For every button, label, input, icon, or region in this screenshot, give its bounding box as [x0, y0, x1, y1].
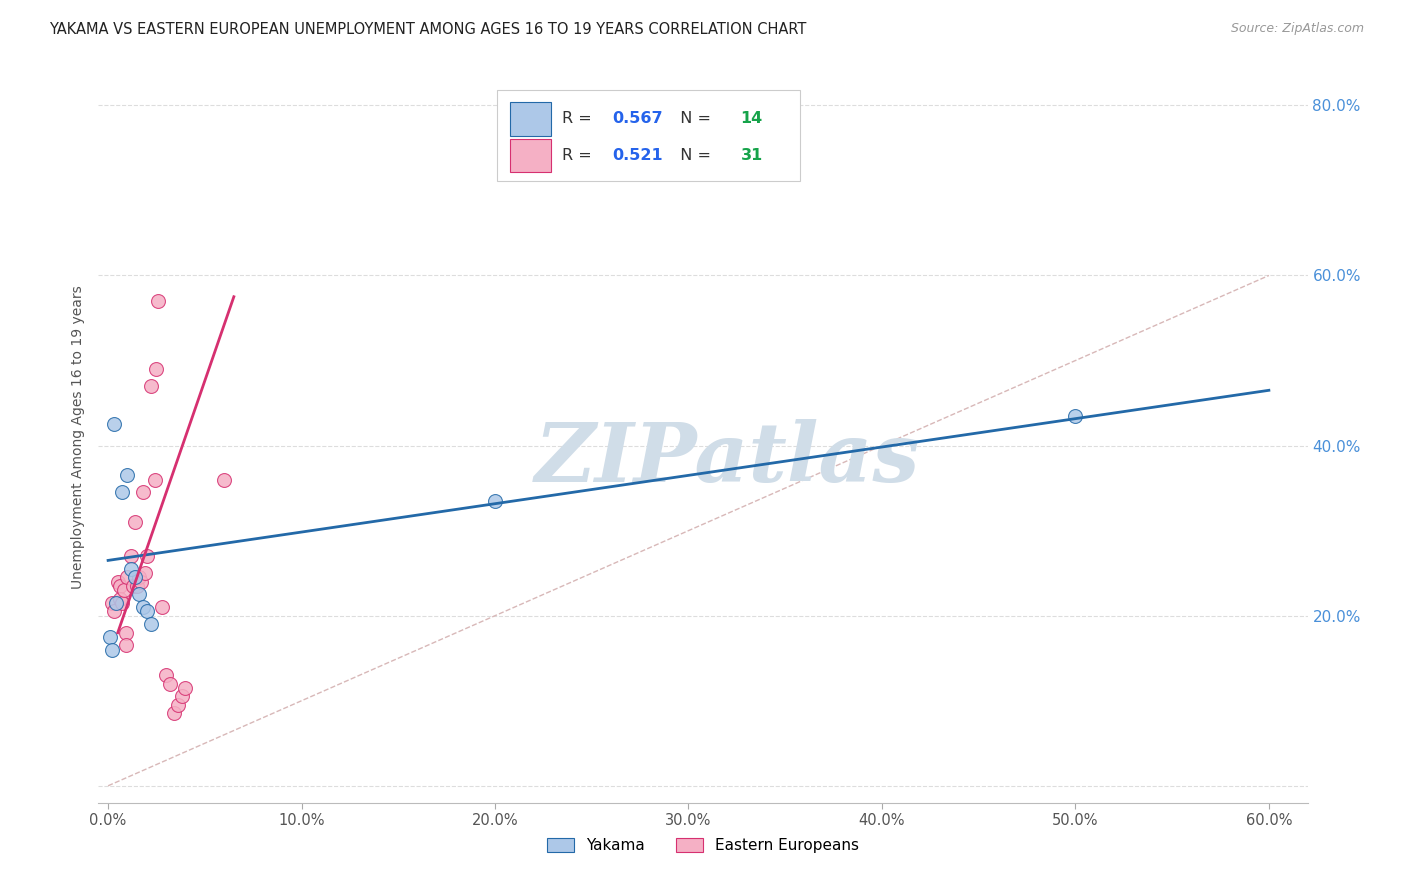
Point: [103, 604, 125, 618]
Point: [101, 642, 124, 657]
Text: 14: 14: [741, 112, 762, 127]
Point: [108, 579, 131, 593]
Point: [127, 579, 149, 593]
Point: [155, 668, 177, 682]
Text: R =: R =: [561, 148, 596, 163]
Point: [117, 468, 139, 483]
Point: [114, 639, 136, 653]
Point: [135, 604, 157, 618]
Point: [122, 579, 145, 593]
Point: [134, 566, 156, 581]
Point: [104, 596, 127, 610]
Point: [129, 574, 152, 589]
Point: [108, 591, 131, 606]
Text: ZIPatlas: ZIPatlas: [534, 419, 920, 499]
Point: [111, 485, 134, 500]
Point: [143, 473, 166, 487]
Point: [159, 677, 181, 691]
Point: [139, 379, 162, 393]
Point: [484, 494, 506, 508]
Point: [124, 570, 146, 584]
Point: [166, 698, 188, 712]
Text: N =: N =: [671, 148, 717, 163]
Point: [128, 587, 150, 601]
Point: [174, 681, 197, 695]
Text: N =: N =: [671, 112, 717, 127]
Point: [148, 293, 170, 308]
FancyBboxPatch shape: [509, 138, 551, 172]
Text: YAKAMA VS EASTERN EUROPEAN UNEMPLOYMENT AMONG AGES 16 TO 19 YEARS CORRELATION CH: YAKAMA VS EASTERN EUROPEAN UNEMPLOYMENT …: [49, 22, 807, 37]
FancyBboxPatch shape: [509, 102, 551, 136]
Point: [139, 617, 162, 632]
Legend: Yakama, Eastern Europeans: Yakama, Eastern Europeans: [538, 830, 868, 861]
Point: [117, 570, 139, 584]
Point: [124, 515, 146, 529]
FancyBboxPatch shape: [498, 90, 800, 181]
Point: [135, 549, 157, 563]
Point: [114, 625, 136, 640]
Point: [112, 583, 135, 598]
Point: [150, 600, 173, 615]
Text: Source: ZipAtlas.com: Source: ZipAtlas.com: [1230, 22, 1364, 36]
Text: 0.521: 0.521: [613, 148, 664, 163]
Point: [132, 485, 155, 500]
Point: [212, 473, 235, 487]
Point: [132, 600, 155, 615]
Point: [120, 549, 142, 563]
Point: [103, 417, 125, 432]
Y-axis label: Unemployment Among Ages 16 to 19 years: Unemployment Among Ages 16 to 19 years: [72, 285, 86, 589]
Text: R =: R =: [561, 112, 596, 127]
Point: [98, 630, 121, 644]
Point: [170, 690, 193, 704]
Point: [107, 574, 129, 589]
Point: [120, 562, 142, 576]
Point: [101, 596, 124, 610]
Text: 31: 31: [741, 148, 762, 163]
Point: [111, 596, 134, 610]
Point: [1064, 409, 1087, 423]
Point: [163, 706, 186, 721]
Text: 0.567: 0.567: [613, 112, 664, 127]
Point: [128, 570, 150, 584]
Point: [145, 362, 167, 376]
